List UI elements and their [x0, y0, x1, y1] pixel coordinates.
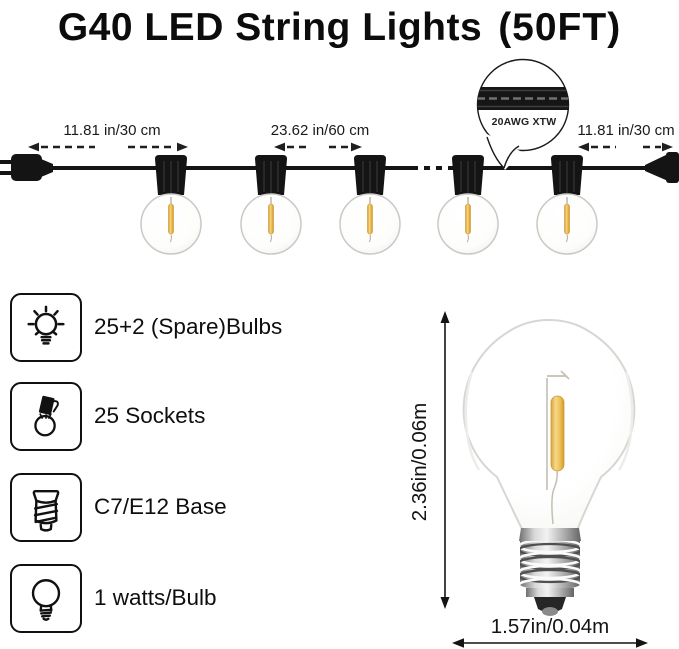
- socket-icon: [34, 395, 59, 436]
- string-bulb: [339, 193, 401, 255]
- bulb-detail-image: [440, 311, 648, 648]
- string-lights-diagram: [0, 58, 679, 255]
- feature-label: C7/E12 Base: [94, 494, 227, 519]
- spacing-label-left: 11.81 in/30 cm: [63, 122, 161, 139]
- screw-base-icon: [32, 489, 60, 532]
- dimension-arrow-right: [578, 142, 673, 152]
- callout-bubble: [476, 58, 570, 170]
- bulb-diameter-label: 1.57in/0.04m: [490, 615, 610, 638]
- feature-icon-box: [10, 564, 82, 633]
- wire-cross-section: [477, 87, 569, 110]
- bulb-height-label: 2.36in/0.06m: [408, 402, 431, 522]
- string-bulb: [437, 193, 499, 255]
- feature-icon-box: [10, 382, 82, 451]
- wire-gauge-label: 20AWG XTW: [491, 116, 557, 128]
- page-title-main: G40 LED String Lights: [57, 6, 483, 49]
- dimension-arrow-left: [28, 142, 188, 152]
- feature-label: 25 Sockets: [94, 403, 206, 428]
- diameter-dimension-line: [452, 638, 648, 648]
- globe-bulb-icon: [31, 578, 61, 621]
- height-dimension-line: [440, 311, 450, 609]
- spacing-label-right: 11.81 in/30 cm: [577, 122, 675, 139]
- screw-base: [519, 528, 581, 616]
- feature-label: 25+2 (Spare)Bulbs: [94, 314, 283, 339]
- spacing-arrows: [28, 142, 673, 152]
- led-filament: [546, 370, 570, 525]
- feature-label: 1 watts/Bulb: [94, 585, 217, 610]
- glass-bulb: [462, 318, 636, 532]
- light-sockets: [155, 155, 583, 195]
- string-bulb: [536, 193, 598, 255]
- page-title-suffix: (50FT): [498, 6, 622, 49]
- feature-icon-box: [10, 293, 82, 362]
- string-wire: [46, 166, 648, 170]
- page-title: G40 LED String Lights (50FT): [0, 5, 679, 51]
- feature-icon-box: [10, 473, 82, 542]
- string-bulb: [140, 193, 202, 255]
- end-connector: [645, 152, 679, 183]
- spacing-label-middle: 23.62 in/60 cm: [270, 122, 370, 139]
- power-plug: [0, 154, 53, 181]
- string-bulbs: [140, 193, 598, 255]
- shining-bulb-icon: [27, 305, 65, 345]
- string-bulb: [240, 193, 302, 255]
- dimension-arrow-middle: [274, 142, 362, 152]
